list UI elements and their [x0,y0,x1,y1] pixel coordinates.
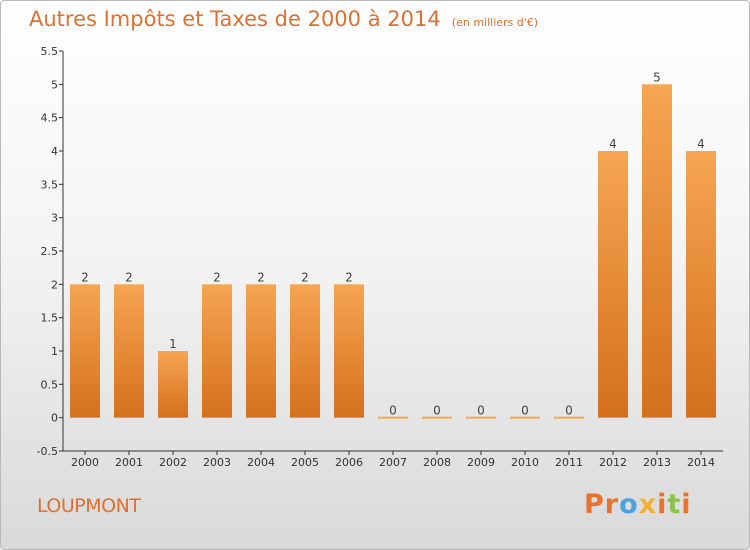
bar [554,416,584,419]
bar [642,84,672,418]
data-label: 2 [213,270,221,284]
x-tick-label: 2012 [599,456,627,469]
bar [158,351,188,418]
x-tick-label: 2003 [203,456,231,469]
logo-letter: o [619,489,639,520]
x-tick-label: 2007 [379,456,407,469]
logo-letter: P [584,489,605,520]
bar [598,151,628,418]
proxiti-logo: Proxiti [584,489,692,520]
y-tick-label: 1.5 [41,312,59,325]
bar [334,284,364,418]
bar [686,151,716,418]
x-tick-label: 2001 [115,456,143,469]
data-label: 0 [521,404,529,418]
bar [422,416,452,419]
logo-letter: r [604,489,620,520]
x-tick-label: 2014 [687,456,715,469]
data-label: 0 [477,404,485,418]
chart-title: Autres Impôts et Taxes de 2000 à 2014 [29,7,441,31]
y-tick-label: 5.5 [41,45,59,58]
data-label: 4 [609,137,617,151]
data-label: 5 [653,70,661,84]
x-tick-label: 2002 [159,456,187,469]
data-label: 2 [257,270,265,284]
x-tick-label: 2013 [643,456,671,469]
x-tick-label: 2000 [71,456,99,469]
chart-subtitle: (en milliers d'€) [451,16,539,29]
y-tick-label: 0 [51,412,58,425]
data-label: 2 [345,270,353,284]
data-label: 0 [389,404,397,418]
data-label: 2 [301,270,309,284]
logo-letter: i [681,489,692,520]
y-tick-label: 4 [51,145,58,158]
x-tick-label: 2005 [291,456,319,469]
x-tick-label: 2006 [335,456,363,469]
y-tick-label: 2 [51,278,58,291]
y-tick-label: 5 [51,78,58,91]
data-label: 1 [169,337,177,351]
data-label: 0 [433,404,441,418]
data-label: 2 [81,270,89,284]
y-tick-label: 1 [51,345,58,358]
bar [510,416,540,419]
title-row: Autres Impôts et Taxes de 2000 à 2014 (e… [29,7,538,31]
logo-letter: i [657,489,668,520]
bar [114,284,144,418]
y-tick-label: 3.5 [41,178,59,191]
x-tick-label: 2011 [555,456,583,469]
bar [202,284,232,418]
y-tick-label: 0.5 [41,378,59,391]
bar [246,284,276,418]
bar [466,416,496,419]
y-tick-label: -0.5 [37,445,58,458]
bar [290,284,320,418]
x-tick-label: 2004 [247,456,275,469]
commune-name: LOUPMONT [37,495,141,517]
data-label: 2 [125,270,133,284]
y-tick-label: 4.5 [41,112,59,125]
y-tick-label: 2.5 [41,245,59,258]
y-tick-label: 3 [51,212,58,225]
x-tick-label: 2010 [511,456,539,469]
x-tick-label: 2008 [423,456,451,469]
logo-letter: t [667,489,682,520]
data-label: 0 [565,404,573,418]
x-tick-label: 2009 [467,456,495,469]
bar [70,284,100,418]
data-label: 4 [697,137,705,151]
bar [378,416,408,419]
logo-letter: x [638,489,658,520]
